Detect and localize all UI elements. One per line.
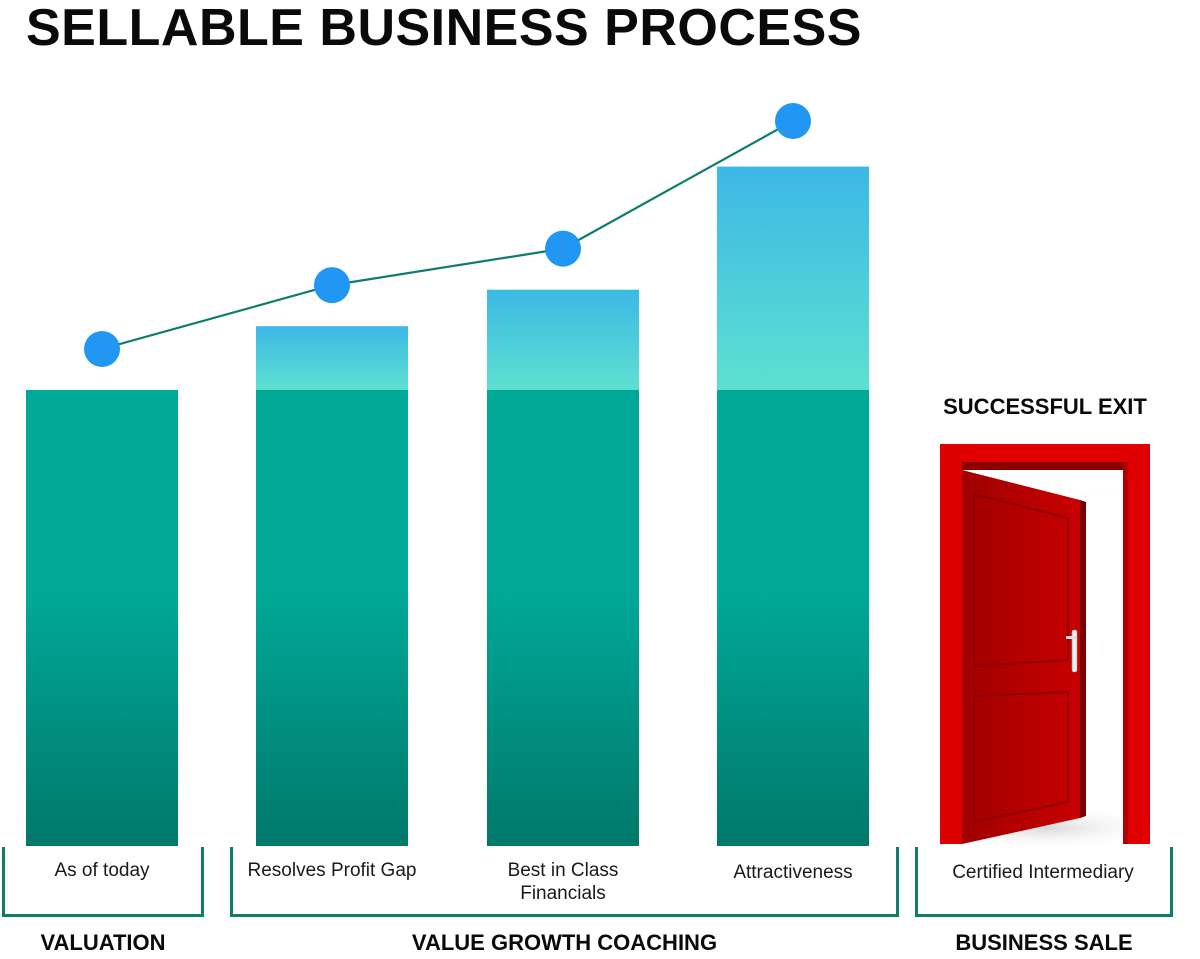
bar-base-2: [256, 390, 408, 846]
chart-title: SELLABLE BUSINESS PROCESS: [26, 0, 862, 57]
bar-base-3: [487, 390, 639, 846]
trend-point-4: [775, 102, 811, 139]
category-label-2: Resolves Profit Gap: [247, 860, 417, 881]
door-icon: [920, 444, 1172, 850]
trend-point-1: [84, 330, 120, 367]
category-label-3: Best in Class Financials: [507, 860, 619, 904]
group-bracket-2: [230, 847, 899, 917]
trend-point-3: [545, 230, 581, 267]
bar-base-1: [26, 390, 178, 846]
group-bracket-3: [915, 847, 1173, 917]
group-label-3: BUSINESS SALE: [955, 930, 1133, 955]
trend-line: [101, 119, 794, 351]
bar-growth-4: [717, 166, 869, 390]
bar-base-4: [717, 390, 869, 846]
group-bracket-1: [2, 847, 204, 917]
category-label-5: Certified Intermediary: [952, 862, 1134, 883]
category-label-1: As of today: [54, 860, 150, 881]
trend-point-2: [314, 267, 350, 304]
bar-growth-2: [256, 326, 408, 390]
group-label-1: VALUATION: [40, 930, 166, 955]
exit-label: SUCCESSFUL EXIT: [943, 394, 1147, 419]
group-label-2: VALUE GROWTH COACHING: [411, 930, 718, 955]
category-label-4: Attractiveness: [733, 862, 853, 883]
bar-growth-3: [487, 289, 639, 390]
